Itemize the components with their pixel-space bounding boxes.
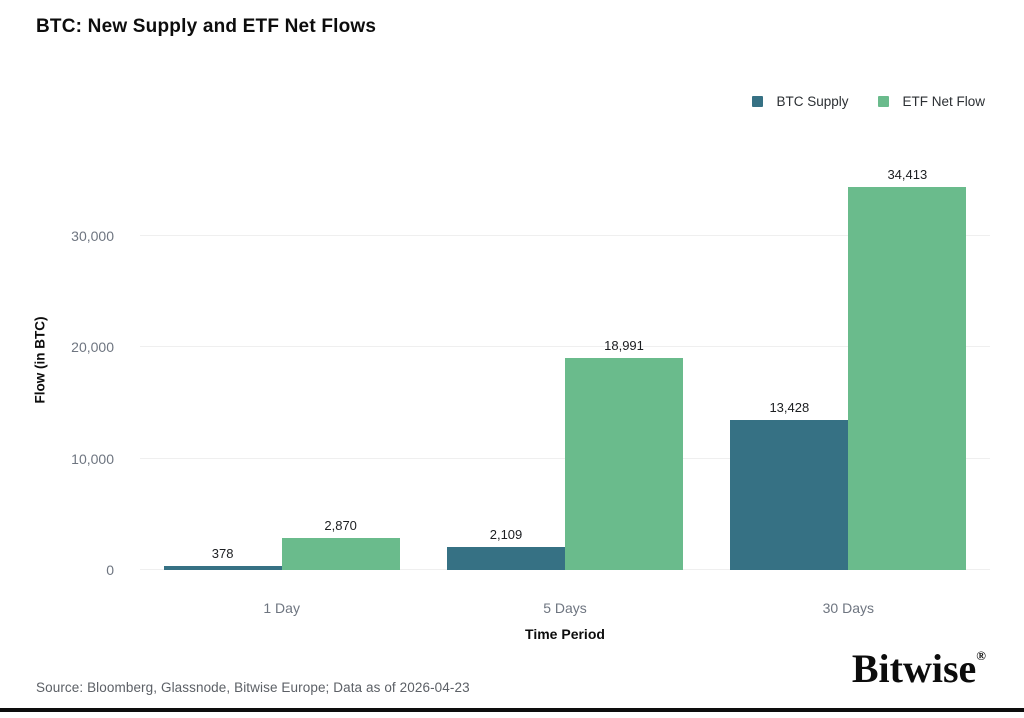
bottom-border-bar	[0, 708, 1024, 712]
legend: BTC Supply ETF Net Flow	[752, 94, 985, 109]
plot-area: 378 2,870 2,109 18,991 13,428 34,413	[140, 150, 990, 570]
y-tick-label: 30,000	[71, 227, 114, 244]
registered-trademark-icon: ®	[976, 648, 986, 663]
legend-swatch-icon	[752, 96, 764, 107]
bar-value-label: 2,870	[324, 518, 357, 534]
x-tick-label: 1 Day	[263, 600, 300, 616]
y-tick-label: 10,000	[71, 450, 114, 467]
x-tick-label: 30 Days	[822, 600, 874, 616]
bar-value-label: 378	[211, 545, 234, 561]
bar-value-label: 13,428	[769, 400, 810, 416]
legend-swatch-icon	[878, 96, 890, 107]
x-axis-title: Time Period	[525, 626, 605, 642]
source-note: Source: Bloomberg, Glassnode, Bitwise Eu…	[36, 680, 470, 695]
bar-btc-supply-1-day: 378	[163, 546, 282, 570]
x-tick-label: 5 Days	[543, 600, 587, 616]
bar-etf-net-flow-5-days: 18,991	[565, 338, 683, 570]
bitwise-logo-text: Bitwise	[851, 646, 977, 691]
gridline	[140, 346, 990, 348]
bar-etf-net-flow-30-days: 34,413	[848, 167, 967, 570]
bitwise-logo: Bitwise®	[852, 649, 986, 689]
bar-etf-net-flow-1-day: 2,870	[281, 518, 400, 570]
bar-value-label: 34,413	[887, 166, 928, 182]
chart-title: BTC: New Supply and ETF Net Flows	[36, 16, 377, 37]
y-tick-label: 0	[106, 562, 114, 578]
bar-value-label: 18,991	[604, 338, 644, 354]
gridline	[140, 234, 990, 236]
bar-btc-supply-5-days: 2,109	[447, 527, 565, 570]
x-axis-ticks: 1 Day 5 Days 30 Days	[140, 600, 990, 616]
legend-label: BTC Supply	[776, 94, 849, 109]
bar-btc-supply-30-days: 13,428	[730, 400, 849, 570]
legend-item: BTC Supply	[752, 94, 848, 109]
legend-item: ETF Net Flow	[878, 94, 985, 109]
y-tick-label: 20,000	[71, 339, 114, 356]
y-axis-ticks: 0 10,000 20,000 30,000	[0, 150, 128, 578]
bar-value-label: 2,109	[489, 526, 523, 542]
legend-label: ETF Net Flow	[902, 94, 985, 109]
